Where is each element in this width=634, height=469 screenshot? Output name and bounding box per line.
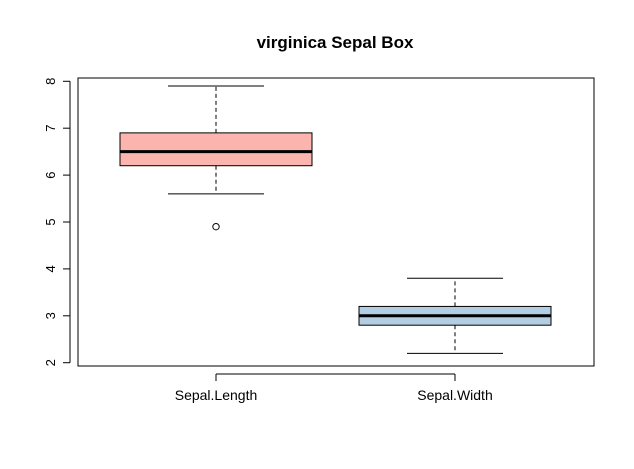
outlier-point-sepal-length-0 xyxy=(213,223,219,229)
x-tick-label-sepal-length: Sepal.Length xyxy=(175,387,258,403)
axis-layer: 2 3 4 5 6 7 8 Sepal.Length Sepal.Width xyxy=(43,78,493,403)
box-layer xyxy=(120,86,551,353)
box-sepal-length xyxy=(120,86,312,230)
y-tick-label-8: 8 xyxy=(43,78,58,85)
x-tick-label-sepal-width: Sepal.Width xyxy=(417,387,492,403)
iqr-box-sepal-length xyxy=(120,133,312,166)
y-tick-label-6: 6 xyxy=(43,171,58,178)
y-tick-label-2: 2 xyxy=(43,359,58,366)
y-tick-label-7: 7 xyxy=(43,125,58,132)
y-tick-label-5: 5 xyxy=(43,218,58,225)
y-tick-label-4: 4 xyxy=(43,265,58,272)
chart-title: virginica Sepal Box xyxy=(257,33,414,52)
y-tick-label-3: 3 xyxy=(43,312,58,319)
box-sepal-width xyxy=(359,278,551,353)
